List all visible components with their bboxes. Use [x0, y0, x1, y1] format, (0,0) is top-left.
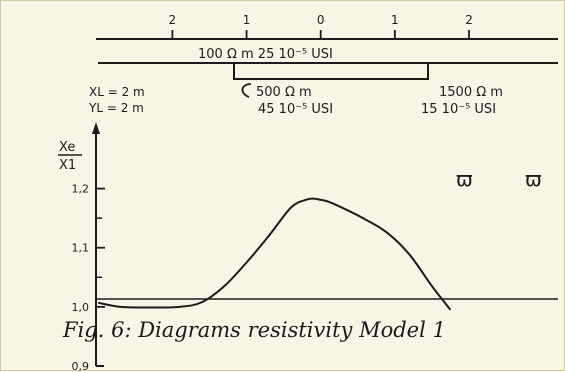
top-scale-tick-label: 2 — [169, 13, 177, 27]
y-tick-label: 0,9 — [72, 360, 90, 372]
layer1-label: 100 Ω m 25 10⁻⁵ USI — [198, 47, 333, 62]
legend-symbol-2: ϖ — [525, 167, 542, 191]
layer2-label: 500 Ω m — [256, 85, 312, 100]
model-body-outline — [233, 63, 429, 80]
y-tick-label: 1,2 — [72, 183, 90, 196]
y-label-denominator: X1 — [59, 158, 76, 173]
top-scale-tick-label: 2 — [465, 13, 473, 27]
axes: 0,9 1,0 1,1 1,2 — [72, 122, 558, 372]
model-body: 100 Ω m 25 10⁻⁵ USI 500 Ω m 45 10⁻⁵ USI … — [88, 47, 558, 117]
y-label-numerator: Xe — [59, 140, 75, 155]
layer2b-label: 45 10⁻⁵ USI — [258, 102, 333, 117]
top-scale-tick-label: 1 — [391, 13, 399, 27]
y-tick-label: 1,1 — [72, 242, 90, 255]
layer3-label: 1500 Ω m — [439, 85, 503, 100]
body-pointer-icon — [241, 83, 252, 98]
figure-caption: Fig. 6: Diagrams resistivity Model 1 — [62, 318, 446, 342]
y-axis-label: Xe X1 — [58, 140, 82, 173]
layer3b-label: 15 10⁻⁵ USI — [421, 102, 496, 117]
xl-label: XL = 2 m — [89, 85, 145, 99]
top-scale: 2 1 0 1 2 — [96, 13, 558, 40]
top-scale-tick-label: 1 — [243, 13, 251, 27]
yl-label: YL = 2 m — [88, 101, 144, 115]
top-scale-tick-label: 0 — [317, 13, 325, 27]
y-axis-arrow-icon — [92, 122, 100, 134]
y-tick-label: 1,0 — [72, 301, 90, 314]
series-line — [98, 197, 452, 311]
legend-symbol-1: ϖ — [456, 167, 473, 191]
